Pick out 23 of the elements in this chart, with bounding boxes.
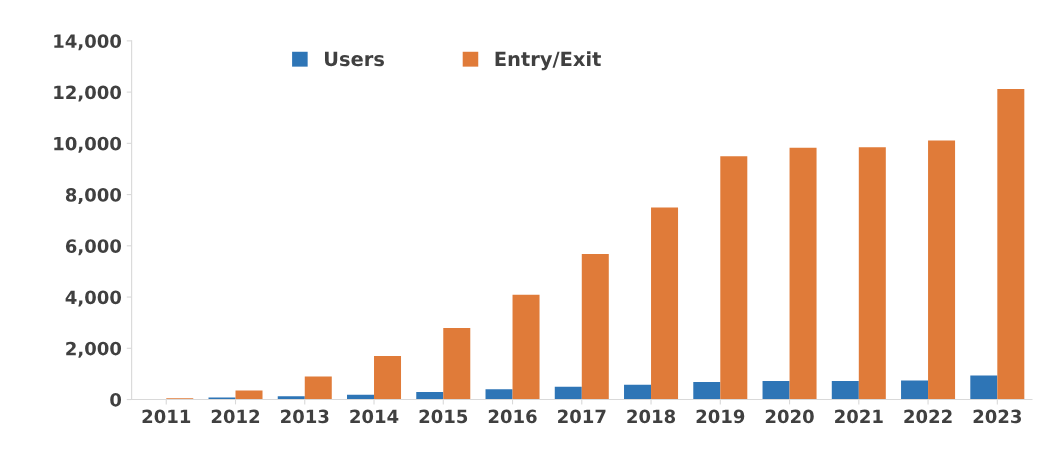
y-tick-label: 2,000 [66,341,122,358]
x-tick-label: 2014 [350,409,399,424]
x-tick-label: 2018 [627,409,676,424]
x-tick-label: 2012 [211,409,260,424]
x-tick-label: 2021 [835,409,883,424]
y-tick-label: 12,000 [54,85,122,102]
y-tick-label: 10,000 [54,136,122,153]
x-tick-label: 2016 [488,409,537,424]
x-tick-label: 2022 [904,409,952,424]
y-tick-label: 14,000 [54,34,122,51]
legend-label: Entry/Exit [495,51,601,71]
x-tick-label: 2013 [281,409,329,424]
x-tick-label: 2019 [696,409,745,424]
y-tick-label: 0 [110,392,122,407]
y-tick-label: 8,000 [65,188,122,204]
x-tick-label: 2020 [765,409,814,424]
x-tick-label: 2023 [973,409,1021,424]
x-tick-label: 2017 [558,409,606,424]
x-tick-label: 2011 [142,409,191,424]
x-tick-label: 2015 [419,409,468,424]
y-tick-label: 4,000 [65,290,122,307]
y-tick-label: 6,000 [65,239,122,256]
legend-label: Users [324,51,384,67]
